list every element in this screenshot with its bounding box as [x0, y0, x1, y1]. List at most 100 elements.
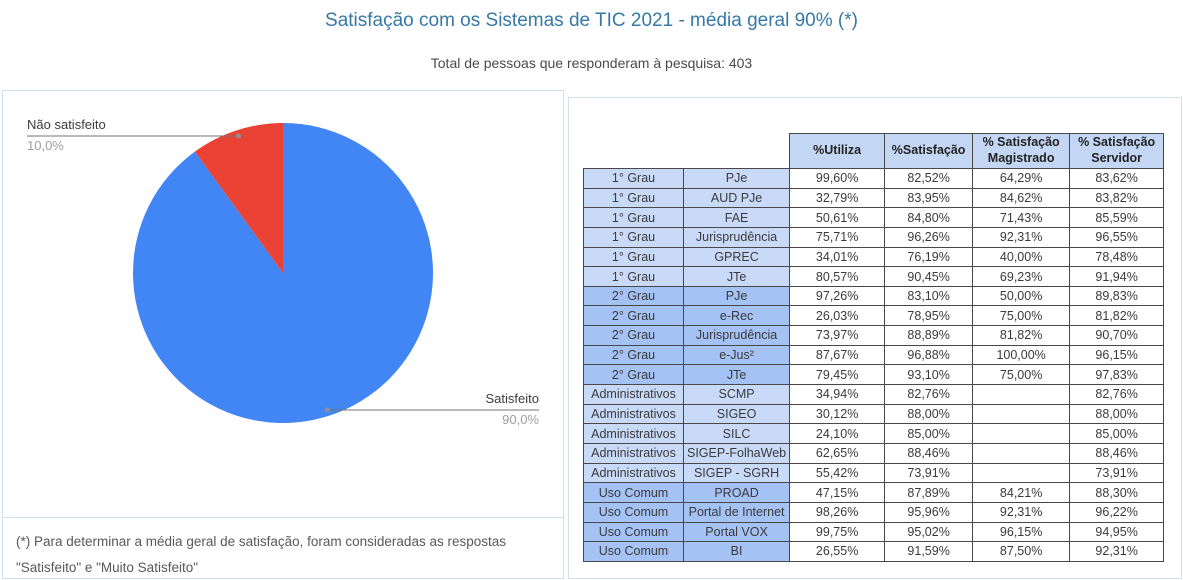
table-row: 1° Grau Jurisprudência 75,71% 96,26% 92,31% 9…	[583, 226, 1165, 248]
value-cell: 96,15%	[1069, 344, 1165, 366]
group-cell: 2° Grau	[583, 344, 684, 366]
value-cell: 24,10%	[789, 423, 886, 444]
table-panel: %Utiliza %Satisfação% Satisfação Magistra…	[568, 97, 1182, 579]
value-cell: 95,02%	[884, 521, 974, 543]
table-row: 1° Grau GPREC 34,01% 76,19% 40,00% 78,48%	[583, 246, 1165, 268]
header-blank-cell	[584, 134, 684, 169]
group-cell: 2° Grau	[583, 285, 684, 307]
pie-slice-na-o-satisfeito[interactable]	[194, 123, 283, 273]
value-cell: 26,55%	[789, 541, 886, 562]
value-cell: 47,15%	[789, 482, 886, 503]
value-cell: 92,31%	[1069, 541, 1165, 562]
system-cell: Jurisprudência	[682, 226, 791, 248]
table-row: 1° Grau JTe 80,57% 90,45% 69,23% 91,94%	[583, 266, 1165, 287]
group-cell: 1° Grau	[583, 266, 684, 287]
table-row: 2° Grau e-Rec 26,03% 78,95% 75,00% 81,82%	[583, 305, 1165, 327]
value-cell: 40,00%	[972, 246, 1071, 268]
value-cell: 89,83%	[1069, 285, 1165, 307]
value-cell: 88,89%	[884, 325, 974, 346]
value-cell: 96,26%	[884, 226, 974, 248]
pie-value-na-o-satisfeito: 10,0%	[27, 138, 64, 153]
value-cell: 87,89%	[884, 482, 974, 503]
value-cell: 99,60%	[789, 168, 886, 189]
table-row: Uso Comum PROAD 47,15% 87,89% 84,21% 88,30%	[583, 482, 1165, 503]
value-cell: 62,65%	[789, 442, 886, 464]
value-cell: 90,45%	[884, 266, 974, 287]
value-cell: 75,71%	[789, 226, 886, 248]
value-cell: 88,00%	[884, 403, 974, 425]
group-cell: Administrativos	[583, 462, 684, 484]
value-cell: 55,42%	[789, 462, 886, 484]
value-cell: 82,76%	[1069, 384, 1165, 405]
value-cell: 30,12%	[789, 403, 886, 425]
group-cell: 1° Grau	[583, 207, 684, 228]
group-cell: 2° Grau	[583, 364, 684, 386]
system-cell: SIGEP - SGRH	[682, 462, 791, 484]
value-cell: 88,46%	[1069, 442, 1165, 464]
table-row: 2° Grau Jurisprudência 73,97% 88,89% 81,82% 9…	[583, 325, 1165, 346]
value-cell: 96,88%	[884, 344, 974, 366]
table-row: 1° Grau AUD PJe 32,79% 83,95% 84,62% 83,82%	[583, 187, 1165, 209]
value-cell: 97,83%	[1069, 364, 1165, 386]
column-header-satisfac-a-o-magistrado: % Satisfação Magistrado	[972, 133, 1071, 169]
system-cell: PJe	[682, 285, 791, 307]
value-cell: 84,62%	[972, 187, 1071, 209]
system-cell: SIGEP-FolhaWeb	[682, 442, 791, 464]
value-cell: 83,10%	[884, 285, 974, 307]
value-cell: 95,96%	[884, 501, 974, 523]
value-cell: 87,50%	[972, 541, 1071, 562]
value-cell: 85,00%	[1069, 423, 1165, 444]
page-subtitle: Total de pessoas que responderam à pesqu…	[430, 55, 753, 71]
pie-slice-satisfeito[interactable]	[133, 123, 434, 423]
system-cell: Portal VOX	[682, 521, 791, 543]
value-cell: 64,29%	[972, 168, 1071, 189]
system-cell: SCMP	[682, 384, 791, 405]
value-cell: 100,00%	[972, 344, 1071, 366]
group-cell: 1° Grau	[583, 246, 684, 268]
system-cell: Portal de Internet	[682, 501, 791, 523]
value-cell: 26,03%	[789, 305, 886, 327]
value-cell: 80,57%	[789, 266, 886, 287]
value-cell: 91,94%	[1069, 266, 1165, 287]
system-cell: JTe	[682, 266, 791, 287]
page-title: Satisfação com os Sistemas de TIC 2021 -…	[325, 10, 858, 31]
table-row: 2° Grau e-Jus² 87,67% 96,88% 100,00% 96,15%	[583, 344, 1165, 366]
value-cell: 71,43%	[972, 207, 1071, 228]
group-cell: Administrativos	[583, 442, 684, 464]
table-row: 2° Grau JTe 79,45% 93,10% 75,00% 97,83%	[583, 364, 1165, 386]
header-row: %Utiliza %Satisfação% Satisfação Magistra…	[584, 133, 1165, 169]
group-cell: 2° Grau	[583, 305, 684, 327]
system-cell: AUD PJe	[682, 187, 791, 209]
group-cell: Uso Comum	[583, 521, 684, 543]
value-cell: 85,59%	[1069, 207, 1165, 228]
value-cell: 78,95%	[884, 305, 974, 327]
system-cell: FAE	[682, 207, 791, 228]
value-cell: 78,48%	[1069, 246, 1165, 268]
group-cell: 2° Grau	[583, 325, 684, 346]
column-header-satisfac-a-o: %Satisfação	[884, 133, 974, 169]
value-cell	[972, 384, 1071, 405]
group-cell: 1° Grau	[583, 226, 684, 248]
table-row: Uso Comum BI 26,55% 91,59% 87,50% 92,31%	[583, 541, 1165, 562]
pie-value-satisfeito: 90,0%	[502, 412, 539, 427]
value-cell: 75,00%	[972, 364, 1071, 386]
pie-label-na-o-satisfeito: Não satisfeito	[27, 117, 106, 132]
group-cell: 1° Grau	[583, 187, 684, 209]
table-row: 1° Grau PJe 99,60% 82,52% 64,29% 83,62%	[583, 168, 1165, 189]
system-cell: GPREC	[682, 246, 791, 268]
system-cell: JTe	[682, 364, 791, 386]
table-row: Uso Comum Portal VOX 99,75% 95,02% 96,15% 94,…	[583, 521, 1165, 543]
column-header-utiliza: %Utiliza	[789, 133, 886, 169]
callout-dot-na-o-satisfeito	[236, 133, 242, 139]
value-cell	[972, 442, 1071, 464]
value-cell: 76,19%	[884, 246, 974, 268]
value-cell: 34,94%	[789, 384, 886, 405]
group-cell: Uso Comum	[583, 501, 684, 523]
group-cell: 1° Grau	[583, 168, 684, 189]
system-cell: e-Jus²	[682, 344, 791, 366]
table-row: Administrativos SIGEO 30,12% 88,00% 88,00%	[583, 403, 1165, 425]
value-cell: 73,91%	[1069, 462, 1165, 484]
table-body: 1° Grau PJe 99,60% 82,52% 64,29% 83,62% 1° Gra…	[583, 168, 1165, 562]
table-row: Administrativos SCMP 34,94% 82,76% 82,76%	[583, 384, 1165, 405]
